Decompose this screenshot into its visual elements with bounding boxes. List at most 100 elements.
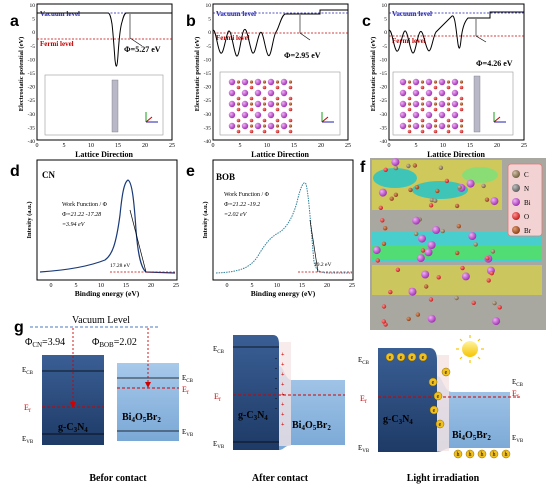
wf-title-e: Work Function / Φ	[224, 192, 270, 198]
atom-br-icon	[512, 226, 520, 234]
bi-atom	[432, 226, 441, 234]
bob-band-after	[279, 366, 345, 450]
x-tick: 15	[467, 143, 473, 149]
x-tick: 20	[324, 283, 330, 289]
bi-atom	[280, 122, 288, 130]
br-atom	[433, 102, 438, 106]
o-atom	[433, 118, 438, 123]
cn-evb-label: EVB	[22, 435, 34, 445]
o-atom	[420, 118, 425, 123]
x-tick: 10	[440, 143, 446, 149]
bi-atom	[438, 78, 446, 86]
x-tick: 0	[388, 143, 391, 149]
y-tick: -20	[204, 85, 212, 91]
br-atom	[408, 187, 413, 193]
svg-text:-: -	[275, 356, 277, 362]
y-tick: -10	[204, 57, 212, 63]
o-atom	[420, 248, 426, 253]
o-atom	[262, 85, 267, 90]
bi-atom	[438, 111, 446, 119]
y-tick: 0	[384, 30, 387, 36]
svg-text:+: +	[281, 382, 285, 388]
legend-label: C	[524, 171, 529, 179]
x-tick: 20	[494, 143, 500, 149]
y-axis-label-c: Electrostatic potential (eV)	[370, 37, 377, 112]
svg-text:-: -	[275, 376, 277, 382]
bi-atom	[468, 232, 477, 240]
legend-label: O	[524, 213, 529, 221]
edge-label-d: 17.28 eV	[110, 263, 130, 269]
panel-letter-f: f	[360, 159, 366, 176]
svg-text:-: -	[275, 396, 277, 402]
bi-atom	[241, 78, 249, 86]
bi-atom	[461, 272, 470, 281]
x-axis-label-a: Lattice Direction	[75, 150, 133, 159]
o-atom	[381, 304, 387, 309]
o-atom	[249, 129, 254, 134]
x-tick: 5	[415, 143, 418, 149]
electron-label: e	[439, 422, 442, 428]
y-tick: -30	[380, 112, 388, 118]
bi-atom	[438, 122, 446, 130]
bi-atom	[241, 100, 249, 108]
o-atom	[378, 205, 383, 210]
bi-atom	[412, 78, 420, 86]
br-atom	[393, 192, 399, 197]
y-tick: -15	[380, 71, 388, 77]
plot-frame-d	[36, 159, 178, 281]
x-ticks-a: 0 5 10 15 20 25	[36, 143, 176, 149]
br-atom	[407, 124, 412, 128]
wf-val-e: =2.02 eV	[224, 212, 248, 218]
svg-text:-: -	[275, 366, 277, 372]
electron	[385, 352, 395, 362]
bob-evb-label-light: EVB	[512, 434, 524, 444]
x-tick: 25	[173, 283, 179, 289]
bi-atom	[451, 89, 459, 97]
bi-atom	[412, 216, 421, 225]
bi-atom	[492, 317, 501, 326]
legend-label: Br	[524, 227, 532, 235]
o-atom	[460, 265, 465, 271]
y-tick: 0	[208, 30, 211, 36]
panel-letter-e: e	[186, 163, 195, 180]
x-axis-label-c: Lattice Direction	[427, 150, 485, 159]
x-tick: 5	[75, 283, 78, 289]
phi-cn-label: ΦCN=3.94	[25, 337, 65, 349]
o-atom	[388, 289, 393, 295]
x-ticks-c: 0 5 10 15 20 25	[388, 143, 528, 149]
bi-atom	[425, 100, 433, 108]
panel-g: g Vacuum Level ΦCN=3.94 ΦBOB=2.02 ECB Ef…	[14, 315, 524, 484]
legend-labels: C N Bi O Br	[524, 171, 532, 235]
o-atom	[236, 107, 241, 112]
phi-leader-c	[475, 35, 487, 43]
bi-atom	[267, 89, 275, 97]
sample-title-d: CN	[42, 170, 55, 180]
electron-label: e	[437, 394, 440, 400]
y-tick: 10	[382, 3, 388, 9]
x-tick: 10	[274, 283, 280, 289]
electron-label: e	[445, 370, 448, 376]
x-tick: 20	[318, 143, 324, 149]
br-atom	[420, 124, 425, 128]
o-atom	[407, 96, 412, 101]
y-ticks-c: 10 5 0 -5 -10 -15 -20 -25 -30 -35 -40	[380, 3, 388, 145]
bi-atom	[254, 78, 262, 86]
y-tick: -20	[28, 85, 36, 91]
cn-band-light	[378, 348, 437, 452]
o-atom	[249, 96, 254, 101]
bi-atom	[267, 78, 275, 86]
bi-atom	[451, 111, 459, 119]
br-atom	[249, 80, 254, 84]
axis-z-icon	[493, 116, 501, 123]
o-atom	[446, 118, 451, 123]
legend-label: Bi	[524, 199, 531, 207]
o-atom	[407, 129, 412, 134]
bob-band-before	[117, 363, 179, 441]
bi-atom	[241, 111, 249, 119]
y-tick: -40	[28, 139, 36, 145]
bob-material-label: Bi4O5Br2	[122, 412, 161, 424]
o-atom	[459, 85, 464, 90]
bi-atom	[399, 111, 407, 119]
x-tick: 10	[88, 143, 94, 149]
